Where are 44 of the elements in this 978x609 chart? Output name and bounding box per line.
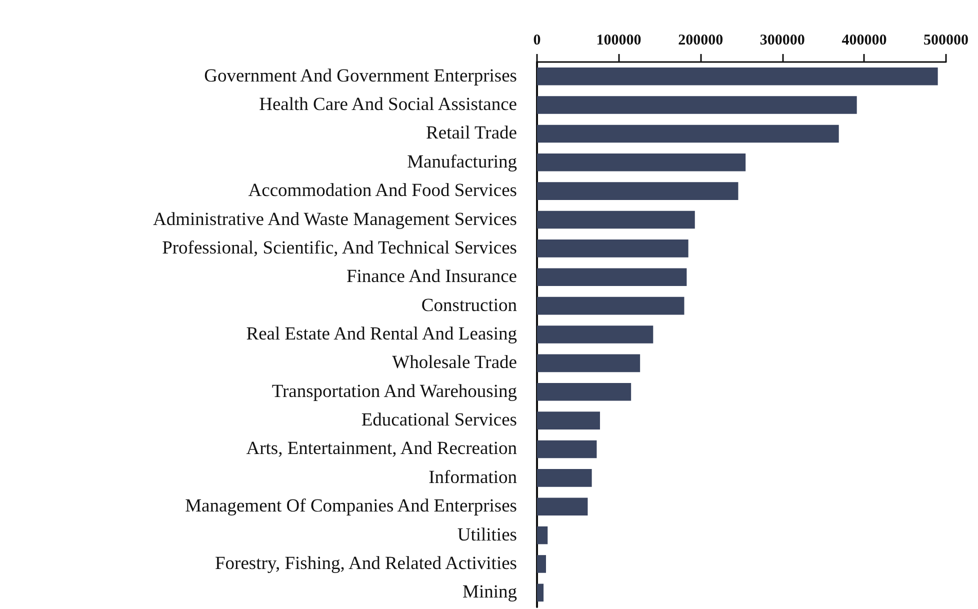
bar	[537, 584, 544, 602]
y-tick-label: Utilities	[457, 525, 517, 546]
y-tick-label: Information	[428, 468, 517, 488]
y-tick-label: Construction	[421, 296, 517, 316]
y-tick-label: Wholesale Trade	[392, 353, 517, 374]
x-tick-label: 400000	[842, 32, 887, 48]
y-tick-label: Retail Trade	[426, 124, 517, 144]
bar	[537, 354, 640, 372]
x-tick-label: 100000	[596, 32, 642, 48]
y-tick-label: Professional, Scientific, And Technical Services	[162, 238, 517, 258]
x-tick-label: 0	[533, 32, 541, 48]
y-tick-label: Health Care And Social Assistance	[259, 95, 517, 116]
x-tick-label: 500000	[924, 32, 968, 48]
bar	[537, 182, 738, 200]
y-tick-label: Accommodation And Food Services	[248, 181, 517, 202]
bar	[537, 240, 688, 258]
bar	[537, 440, 597, 458]
y-tick-label: Finance And Insurance	[346, 267, 517, 288]
bar	[537, 124, 839, 143]
y-tick-label: Transportation And Warehousing	[272, 382, 517, 402]
bar	[537, 526, 548, 544]
bar	[537, 210, 695, 229]
y-tick-label: Management Of Companies And Enterprises	[185, 496, 517, 517]
bar	[537, 154, 746, 172]
x-tick-label: 200000	[678, 32, 724, 48]
bar	[537, 296, 684, 315]
bar	[537, 67, 938, 86]
y-tick-label: Educational Services	[361, 410, 517, 431]
y-tick-label: Forestry, Fishing, And Related Activities	[215, 554, 517, 574]
y-tick-label: Mining	[462, 582, 517, 603]
bar	[537, 412, 600, 430]
bar	[537, 469, 592, 487]
bar	[537, 382, 632, 401]
bar	[537, 96, 857, 114]
bar	[537, 498, 588, 516]
bar	[537, 326, 654, 344]
x-tick-label: 300000	[760, 32, 805, 48]
bar	[537, 555, 546, 573]
y-tick-label: Government And Government Enterprises	[204, 66, 517, 86]
y-tick-label: Administrative And Waste Management Services	[153, 210, 517, 230]
bar	[537, 268, 687, 286]
y-tick-label: Arts, Entertainment, And Recreation	[246, 439, 517, 460]
y-tick-label: Real Estate And Rental And Leasing	[246, 324, 517, 344]
y-tick-label: Manufacturing	[407, 152, 517, 172]
